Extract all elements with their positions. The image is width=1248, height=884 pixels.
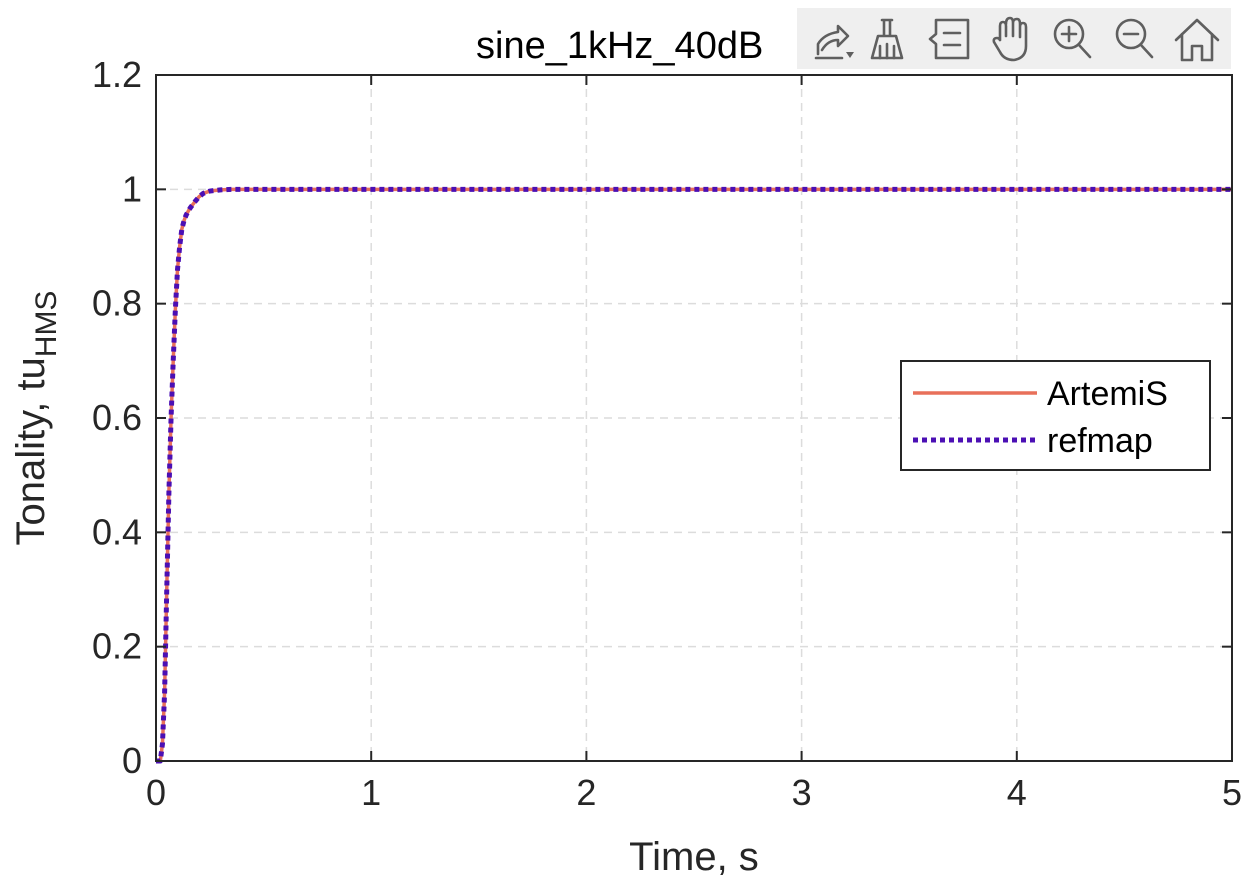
y-axis-label: Tonality, tuHMS (9, 291, 63, 546)
y-axis-label-main: Tonality, tu (9, 357, 53, 545)
ticks (155, 74, 1233, 762)
y-tick-labels: 0 0.2 0.4 0.6 0.8 1 1.2 (92, 54, 142, 781)
y-tick-label: 1 (122, 168, 142, 209)
zoom-in-icon[interactable] (1050, 14, 1094, 64)
brush-icon[interactable] (866, 14, 910, 64)
chart-title: sine_1kHz_40dB (476, 25, 763, 67)
data-tips-icon[interactable] (928, 14, 972, 64)
x-tick-label: 2 (576, 772, 596, 813)
series-line-refmap (156, 186, 1232, 764)
export-icon[interactable] (812, 14, 856, 64)
y-axis-label-subscript: HMS (30, 291, 63, 358)
pan-hand-icon[interactable] (990, 14, 1034, 64)
y-tick-label: 1.2 (92, 54, 142, 95)
y-tick-label: 0.2 (92, 626, 142, 667)
x-tick-label: 3 (792, 772, 812, 813)
x-axis-label: Time, s (629, 835, 759, 879)
legend: ArtemiS refmap (900, 360, 1211, 471)
series-layer (156, 186, 1232, 764)
y-tick-label: 0.4 (92, 511, 142, 552)
zoom-out-icon[interactable] (1112, 14, 1156, 64)
x-tick-label: 4 (1007, 772, 1027, 813)
legend-label-refmap: refmap (1047, 422, 1153, 460)
legend-box (900, 360, 1211, 471)
y-tick-label: 0.6 (92, 397, 142, 438)
figure-toolbar (797, 8, 1231, 69)
home-icon[interactable] (1172, 14, 1222, 64)
x-tick-label: 0 (146, 772, 166, 813)
x-tick-label: 1 (361, 772, 381, 813)
legend-label-artemis: ArtemiS (1047, 375, 1168, 413)
y-tick-label: 0 (122, 740, 142, 781)
x-tick-label: 5 (1222, 772, 1242, 813)
y-tick-label: 0.8 (92, 283, 142, 324)
x-tick-labels: 0 1 2 3 4 5 (146, 772, 1242, 813)
